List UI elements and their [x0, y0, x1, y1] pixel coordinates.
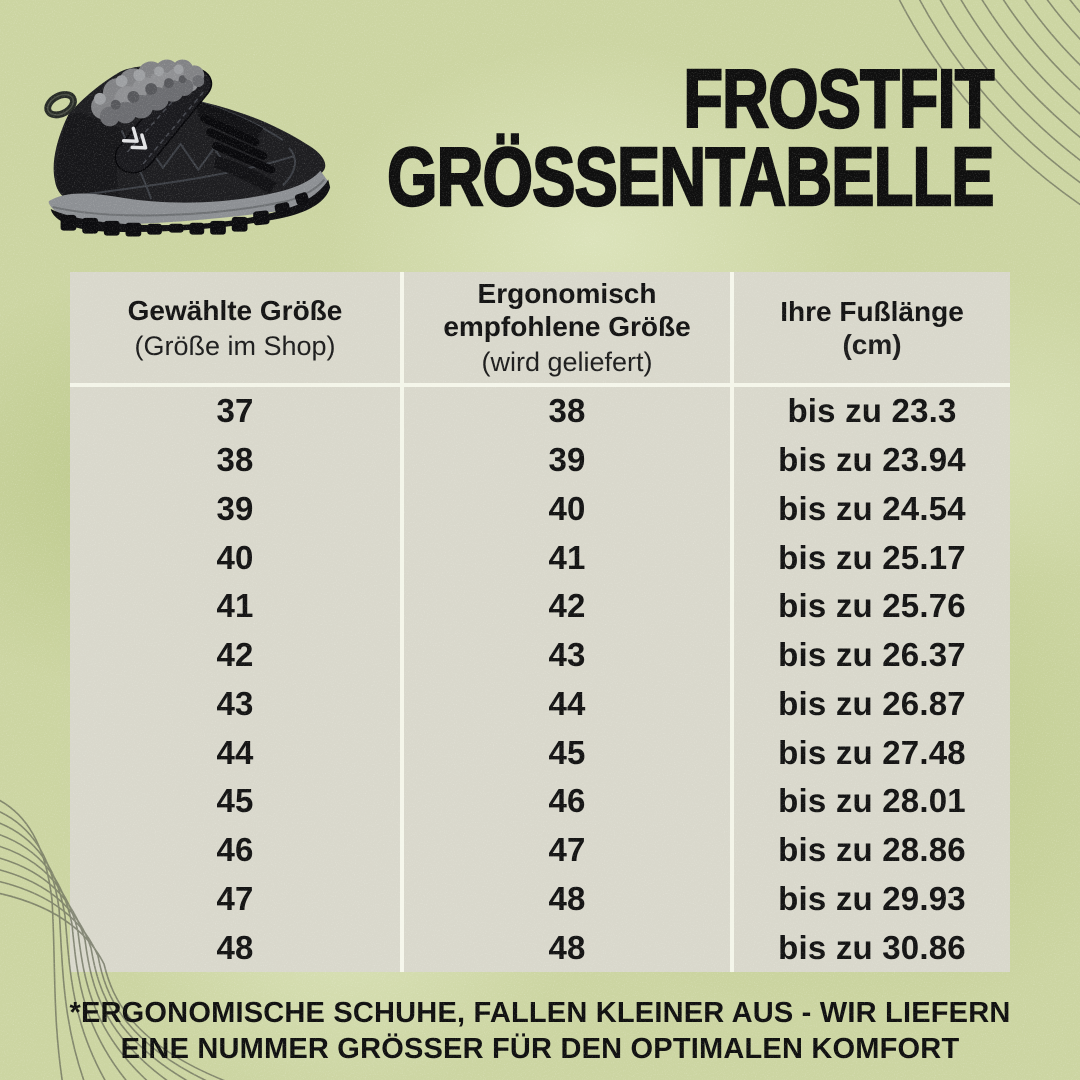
table-cell-recommended: 45 [548, 733, 586, 771]
table-cell-selected: 44 [216, 733, 254, 771]
column-recommended-size-values: 38 39 40 41 42 43 44 45 46 47 48 48 [404, 387, 730, 972]
table-cell-recommended: 38 [548, 392, 586, 430]
header-main: Gewählte Größe [127, 294, 343, 326]
table-cell-selected: 41 [216, 587, 254, 625]
column-selected-size-values: 37 38 39 40 41 42 43 44 45 46 47 48 [70, 387, 400, 972]
table-cell-foot: bis zu 25.76 [778, 587, 966, 625]
table-cell-recommended: 48 [548, 879, 586, 917]
title-line-1: FROSTFIT [683, 52, 996, 145]
table-cell-selected: 47 [216, 879, 254, 917]
table-cell-selected: 40 [216, 538, 254, 576]
header-recommended-size: Ergonomisch empfohlene Größe (wird gelie… [404, 272, 730, 383]
table-cell-foot: bis zu 23.94 [778, 441, 966, 479]
column-foot-length-values: bis zu 23.3 bis zu 23.94 bis zu 24.54 bis z… [734, 387, 1010, 972]
table-cell-foot: bis zu 30.86 [778, 928, 966, 966]
header-main: Ergonomisch empfohlene Größe [443, 278, 691, 342]
table-cell-recommended: 42 [548, 587, 586, 625]
footnote-line-1: *ERGONOMISCHE SCHUHE, FALLEN KLEINER AUS… [69, 997, 1011, 1029]
table-cell-foot: bis zu 28.01 [778, 782, 966, 820]
table-cell-selected: 45 [216, 782, 254, 820]
table-cell-selected: 48 [216, 928, 254, 966]
header-main: Ihre Fußlänge [780, 295, 964, 327]
table-cell-recommended: 48 [548, 928, 586, 966]
table-cell-foot: bis zu 23.3 [787, 392, 957, 430]
table-cell-foot: bis zu 27.48 [778, 733, 966, 771]
product-photo [35, 56, 340, 241]
header-sub: (wird geliefert) [481, 347, 653, 377]
table-cell-selected: 42 [216, 636, 254, 674]
header-selected-size: Gewählte Größe (Größe im Shop) [70, 272, 400, 383]
table-cell-foot: bis zu 26.87 [778, 684, 966, 722]
page-title: FROSTFIT GRÖSSENTABELLE [386, 52, 996, 223]
header-sub: (Größe im Shop) [134, 330, 336, 361]
table-cell-selected: 43 [216, 684, 254, 722]
table-cell-recommended: 46 [548, 782, 586, 820]
header-foot-length: Ihre Fußlänge (cm) [734, 272, 1010, 383]
table-cell-foot: bis zu 28.86 [778, 831, 966, 869]
table-cell-recommended: 39 [548, 441, 586, 479]
table-cell-foot: bis zu 24.54 [778, 489, 966, 527]
header-sub: (cm) [842, 328, 902, 360]
table-cell-foot: bis zu 26.37 [778, 636, 966, 674]
footnote-line-2: EINE NUMMER GRÖSSER FÜR DEN OPTIMALEN KO… [120, 1033, 960, 1065]
table-cell-recommended: 47 [548, 831, 586, 869]
table-cell-recommended: 40 [548, 489, 586, 527]
table-cell-recommended: 44 [548, 684, 586, 722]
winter-boot-image [44, 59, 331, 237]
table-cell-foot: bis zu 25.17 [778, 538, 966, 576]
table-cell-recommended: 43 [548, 636, 586, 674]
size-table: Gewählte Größe (Größe im Shop) Ergonomis… [70, 272, 1010, 972]
table-cell-selected: 46 [216, 831, 254, 869]
table-cell-selected: 38 [216, 441, 254, 479]
table-cell-foot: bis zu 29.93 [778, 879, 966, 917]
table-cell-recommended: 41 [548, 538, 586, 576]
table-cell-selected: 39 [216, 489, 254, 527]
footnote: *ERGONOMISCHE SCHUHE, FALLEN KLEINER AUS… [0, 995, 1080, 1067]
title-line-2: GRÖSSENTABELLE [386, 130, 995, 223]
table-cell-selected: 37 [216, 392, 254, 430]
